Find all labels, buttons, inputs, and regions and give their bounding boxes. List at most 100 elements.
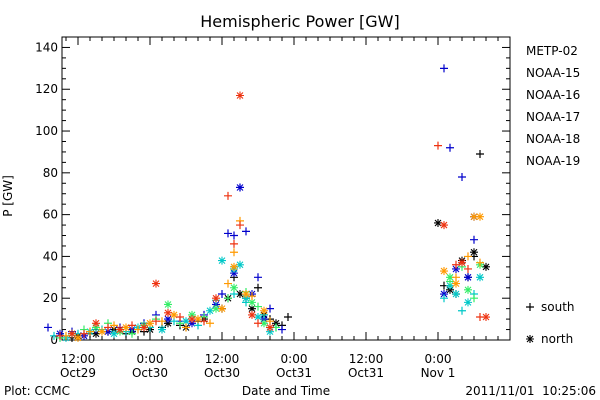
marker-south-noaa-17 [128, 329, 136, 338]
marker-south-noaa-17 [254, 302, 262, 311]
marker-south-noaa-15 [44, 323, 52, 332]
marker-south-noaa-18 [206, 319, 214, 328]
x-tick-label-date: Oct30 [204, 366, 240, 380]
x-tick-label-time: 0:00 [281, 352, 308, 366]
marker-south-noaa-19 [152, 317, 160, 326]
marker-north-noaa-19 [116, 325, 124, 334]
marker-north-noaa-19 [248, 310, 256, 319]
marker-north-noaa-19 [92, 319, 100, 328]
y-axis-label: P [GW] [1, 175, 15, 217]
marker-north-metp-02 [482, 262, 490, 271]
plot-area-frame [61, 36, 511, 341]
marker-north-noaa-19 [188, 315, 196, 324]
marker-south-noaa-18 [476, 258, 484, 267]
marker-south-noaa-15 [230, 231, 238, 240]
marker-north-noaa-15 [128, 325, 136, 334]
marker-north-noaa-18 [260, 306, 268, 315]
marker-north-noaa-19 [440, 221, 448, 230]
marker-north-metp-02 [272, 319, 280, 328]
y-tick-label: 120 [35, 82, 58, 96]
marker-south-noaa-19 [236, 221, 244, 230]
legend-marker-star-icon [526, 335, 534, 343]
marker-south-noaa-19 [128, 321, 136, 330]
legend: METP-02 NOAA-15 NOAA-16 NOAA-17 NOAA-18 NOAA-… [526, 44, 580, 346]
marker-south-noaa-15 [242, 227, 250, 236]
marker-south-metp-02 [284, 313, 292, 322]
legend-marker-label: north [541, 332, 573, 346]
marker-north-noaa-16 [254, 313, 262, 322]
x-tick-label-date: Nov 1 [421, 366, 456, 380]
y-tick-label: 0 [50, 333, 58, 347]
x-tick-label-date: Oct31 [276, 366, 312, 380]
marker-north-noaa-16 [452, 290, 460, 299]
marker-south-noaa-18 [230, 248, 238, 257]
x-tick-label-time: 12:00 [61, 352, 96, 366]
marker-north-noaa-18 [218, 304, 226, 313]
marker-north-noaa-17 [230, 283, 238, 292]
marker-north-noaa-19 [482, 313, 490, 322]
marker-north-noaa-16 [236, 260, 244, 269]
marker-south-noaa-19 [104, 323, 112, 332]
y-tick-label: 100 [35, 124, 58, 138]
marker-north-metp-02 [248, 304, 256, 313]
marker-north-noaa-18 [170, 310, 178, 319]
marker-north-noaa-18 [476, 212, 484, 221]
y-tick-label: 20 [43, 291, 58, 305]
marker-south-noaa-15 [446, 143, 454, 152]
marker-north-noaa-15 [212, 300, 220, 309]
marker-south-noaa-18 [248, 292, 256, 301]
marker-north-noaa-18 [242, 290, 250, 299]
marker-north-noaa-19 [212, 294, 220, 303]
marker-north-noaa-16 [464, 298, 472, 307]
marker-south-noaa-16 [458, 306, 466, 315]
marker-south-noaa-19 [200, 317, 208, 326]
marker-north-noaa-15 [230, 269, 238, 278]
marker-north-noaa-18 [98, 327, 106, 336]
marker-south-noaa-17 [470, 294, 478, 303]
marker-north-noaa-18 [440, 267, 448, 276]
marker-north-noaa-19 [266, 323, 274, 332]
marker-south-metp-02 [476, 150, 484, 159]
marker-south-noaa-18 [86, 327, 94, 336]
marker-north-metp-02 [434, 218, 442, 227]
data-markers-layer [44, 64, 534, 343]
marker-north-metp-02 [164, 319, 172, 328]
marker-south-noaa-19 [254, 319, 262, 328]
x-tick-label-date: Oct29 [60, 366, 96, 380]
marker-north-noaa-19 [152, 279, 160, 288]
marker-south-noaa-19 [434, 141, 442, 150]
marker-south-noaa-15 [224, 229, 232, 238]
marker-north-noaa-18 [74, 333, 82, 342]
y-tick-label: 60 [43, 208, 58, 222]
marker-south-noaa-15 [278, 325, 286, 334]
marker-north-noaa-16 [218, 256, 226, 265]
marker-north-noaa-19 [458, 258, 466, 267]
marker-north-noaa-17 [212, 304, 220, 313]
y-tick-label: 80 [43, 166, 58, 180]
marker-south-noaa-18 [224, 279, 232, 288]
x-tick-label-date: Oct31 [348, 366, 384, 380]
marker-north-noaa-17 [248, 298, 256, 307]
marker-north-noaa-18 [230, 262, 238, 271]
marker-north-noaa-18 [194, 315, 202, 324]
marker-south-noaa-18 [134, 325, 142, 334]
marker-north-noaa-16 [446, 281, 454, 290]
marker-north-noaa-16 [158, 325, 166, 334]
x-tick-label-time: 12:00 [205, 352, 240, 366]
footer-right-timestamp: 2011/11/01 10:25:06 [465, 384, 596, 398]
marker-north-noaa-17 [464, 285, 472, 294]
marker-north-noaa-15 [452, 264, 460, 273]
marker-north-noaa-19 [68, 329, 76, 338]
marker-north-noaa-16 [476, 273, 484, 282]
marker-north-noaa-16 [266, 327, 274, 336]
marker-north-metp-02 [236, 290, 244, 299]
marker-north-noaa-15 [104, 327, 112, 336]
legend-series-label: NOAA-15 [526, 66, 580, 80]
marker-south-noaa-17 [224, 294, 232, 303]
y-tick-label: 140 [35, 40, 58, 54]
marker-north-noaa-17 [164, 300, 172, 309]
chart-title: Hemispheric Power [GW] [200, 12, 399, 31]
legend-series-label: NOAA-16 [526, 88, 580, 102]
marker-north-noaa-15 [236, 183, 244, 192]
